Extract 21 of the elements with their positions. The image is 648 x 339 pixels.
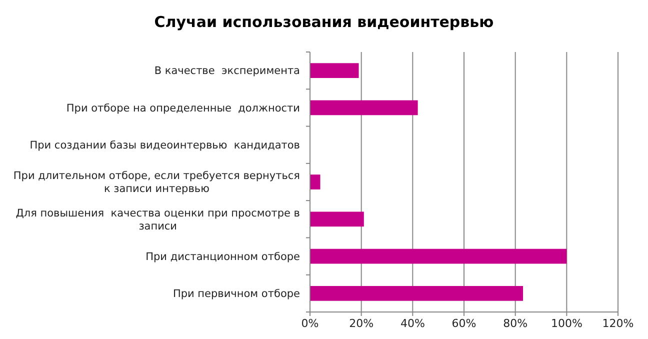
y-tick-label: При длительном отборе, если требуется вернуться к записи интервью <box>13 170 300 196</box>
x-tick-label: 80% <box>503 316 528 330</box>
x-tick-label: 20% <box>349 316 374 330</box>
x-tick-label: 0% <box>301 316 319 330</box>
y-tick-label: При отборе на определенные должности <box>66 102 300 114</box>
y-tick-label: В качестве эксперимента <box>154 65 300 78</box>
bar <box>310 286 524 301</box>
x-tick-label: 100% <box>550 316 582 330</box>
bar <box>310 100 418 116</box>
chart-title: Случаи использования видеоинтервью <box>154 13 494 31</box>
y-tick-label: При дистанционном отборе <box>146 250 300 263</box>
x-tick-label: 120% <box>602 316 634 330</box>
bar <box>310 248 567 264</box>
x-tick-label: 60% <box>452 316 476 330</box>
bar <box>310 174 320 190</box>
bar <box>310 63 359 78</box>
y-tick-label: Для повышения качества оценки при просмотре в записи <box>16 207 300 232</box>
y-tick-label: При создании базы видеоинтервью кандидатов <box>30 140 300 152</box>
y-tick-label: При первичном отборе <box>172 288 300 300</box>
x-tick-label: 40% <box>400 316 425 330</box>
bar <box>310 212 364 227</box>
